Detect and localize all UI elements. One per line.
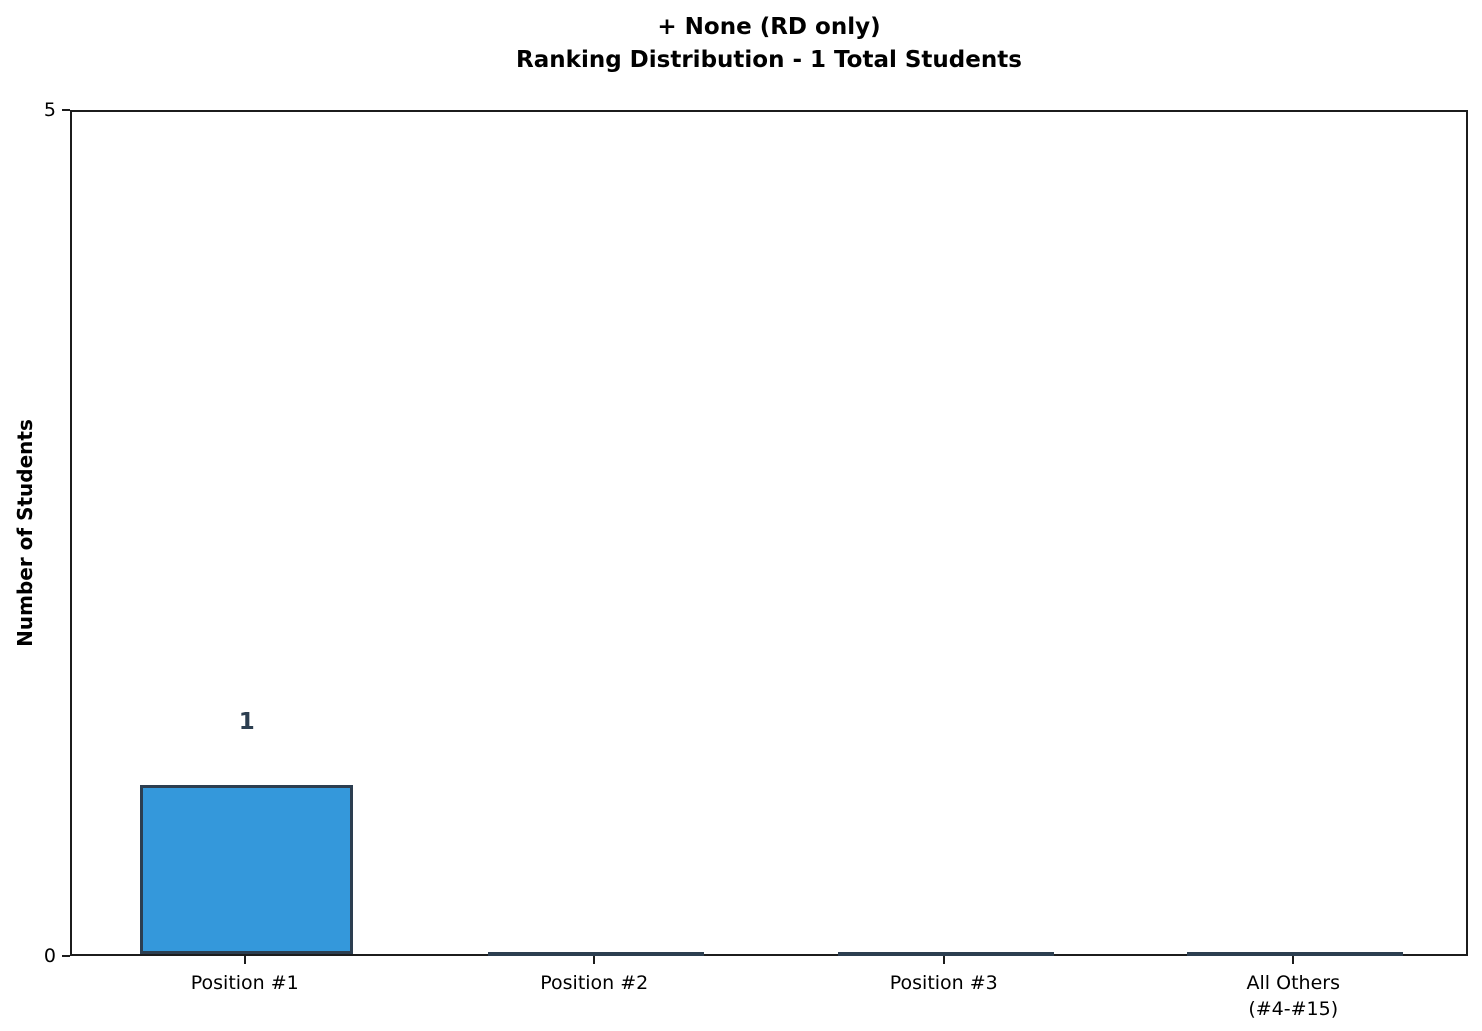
plot-area: 1 [70, 110, 1468, 956]
chart-title-line1: + None (RD only) [657, 14, 881, 40]
y-tick-label-0: 0 [43, 945, 56, 967]
y-tick-label-5: 5 [43, 99, 56, 121]
x-tick-label-position-3: Position #3 [889, 972, 998, 994]
chart-title: + None (RD only) Ranking Distribution - … [70, 11, 1468, 77]
bar-all-others-4-15 [1187, 952, 1404, 956]
x-tick-mark-all-others-4-15 [1292, 956, 1295, 964]
y-axis-label: Number of Students [13, 419, 37, 647]
y-tick-mark-5 [62, 109, 70, 111]
x-tick-mark-position-3 [942, 956, 945, 964]
chart-title-line2: Ranking Distribution - 1 Total Students [516, 47, 1022, 73]
bar-position-1 [140, 785, 354, 954]
x-tick-label-position-1: Position #1 [190, 972, 299, 994]
bar-value-label-position-1: 1 [238, 709, 255, 735]
x-tick-mark-position-1 [243, 956, 246, 964]
bar-position-3 [837, 952, 1054, 956]
x-tick-label-all-others-4-15: All Others (#4-#15) [1246, 972, 1340, 1020]
bar-position-2 [488, 952, 705, 956]
x-tick-mark-position-2 [593, 956, 596, 964]
x-tick-label-position-2: Position #2 [540, 972, 649, 994]
y-tick-mark-0 [62, 955, 70, 957]
